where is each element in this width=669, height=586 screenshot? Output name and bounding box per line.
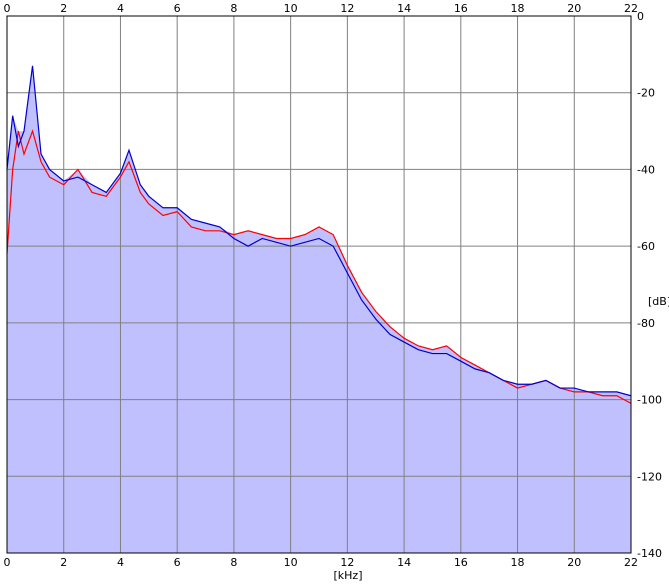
y-tick-label: -100: [637, 394, 662, 407]
x-tick-label-top: 20: [567, 2, 581, 15]
x-tick-label-top: 22: [624, 2, 638, 15]
x-tick-label-top: 12: [340, 2, 354, 15]
y-tick-label: -120: [637, 470, 662, 483]
x-tick-labels-bottom: 0 2 4 6 8 10 12 14 16 18 20 22: [4, 556, 639, 569]
x-tick-labels-top: 0 2 4 6 8 10 12 14 16 18 20 22: [4, 2, 639, 15]
x-axis-unit-label: [kHz]: [334, 569, 363, 582]
x-tick-label-bottom: 16: [454, 556, 468, 569]
x-tick-label-bottom: 6: [174, 556, 181, 569]
x-tick-label-bottom: 2: [60, 556, 67, 569]
series-lines: [6, 65, 632, 404]
y-tick-label: -20: [637, 87, 655, 100]
axes: [6, 15, 632, 554]
x-tick-label-bottom: 12: [340, 556, 354, 569]
y-tick-label: -140: [637, 547, 662, 560]
y-tick-label: -40: [637, 163, 655, 176]
y-tick-labels-right: 0 -20 -40 -60 -80 -100 -120 -140: [637, 10, 662, 560]
x-tick-label-top: 16: [454, 2, 468, 15]
series-line-1: [6, 129, 632, 404]
x-tick-label-top: 2: [60, 2, 67, 15]
y-axis-unit-label: [dB]: [648, 295, 669, 308]
x-tick-label-top: 6: [174, 2, 181, 15]
series-line-2: [6, 65, 632, 397]
x-tick-label-top: 18: [511, 2, 525, 15]
x-tick-label-top: 14: [397, 2, 411, 15]
x-tick-label-top: 10: [284, 2, 298, 15]
x-tick-label-bottom: 0: [4, 556, 11, 569]
x-tick-label-bottom: 18: [511, 556, 525, 569]
x-tick-label-bottom: 8: [230, 556, 237, 569]
x-tick-label-top: 8: [230, 2, 237, 15]
x-tick-label-bottom: 14: [397, 556, 411, 569]
y-tick-label: 0: [637, 10, 644, 23]
x-tick-label-bottom: 10: [284, 556, 298, 569]
gridlines: [6, 15, 632, 554]
x-tick-label-top: 0: [4, 2, 11, 15]
x-tick-label-bottom: 4: [117, 556, 124, 569]
x-tick-label-bottom: 20: [567, 556, 581, 569]
y-tick-label: -60: [637, 240, 655, 253]
x-tick-label-bottom: 22: [624, 556, 638, 569]
spectrum-fill: [7, 65, 631, 553]
x-tick-label-top: 4: [117, 2, 124, 15]
plot-frame: [6, 15, 632, 554]
spectrum-fill-area: [7, 65, 631, 553]
y-tick-label: -80: [637, 317, 655, 330]
